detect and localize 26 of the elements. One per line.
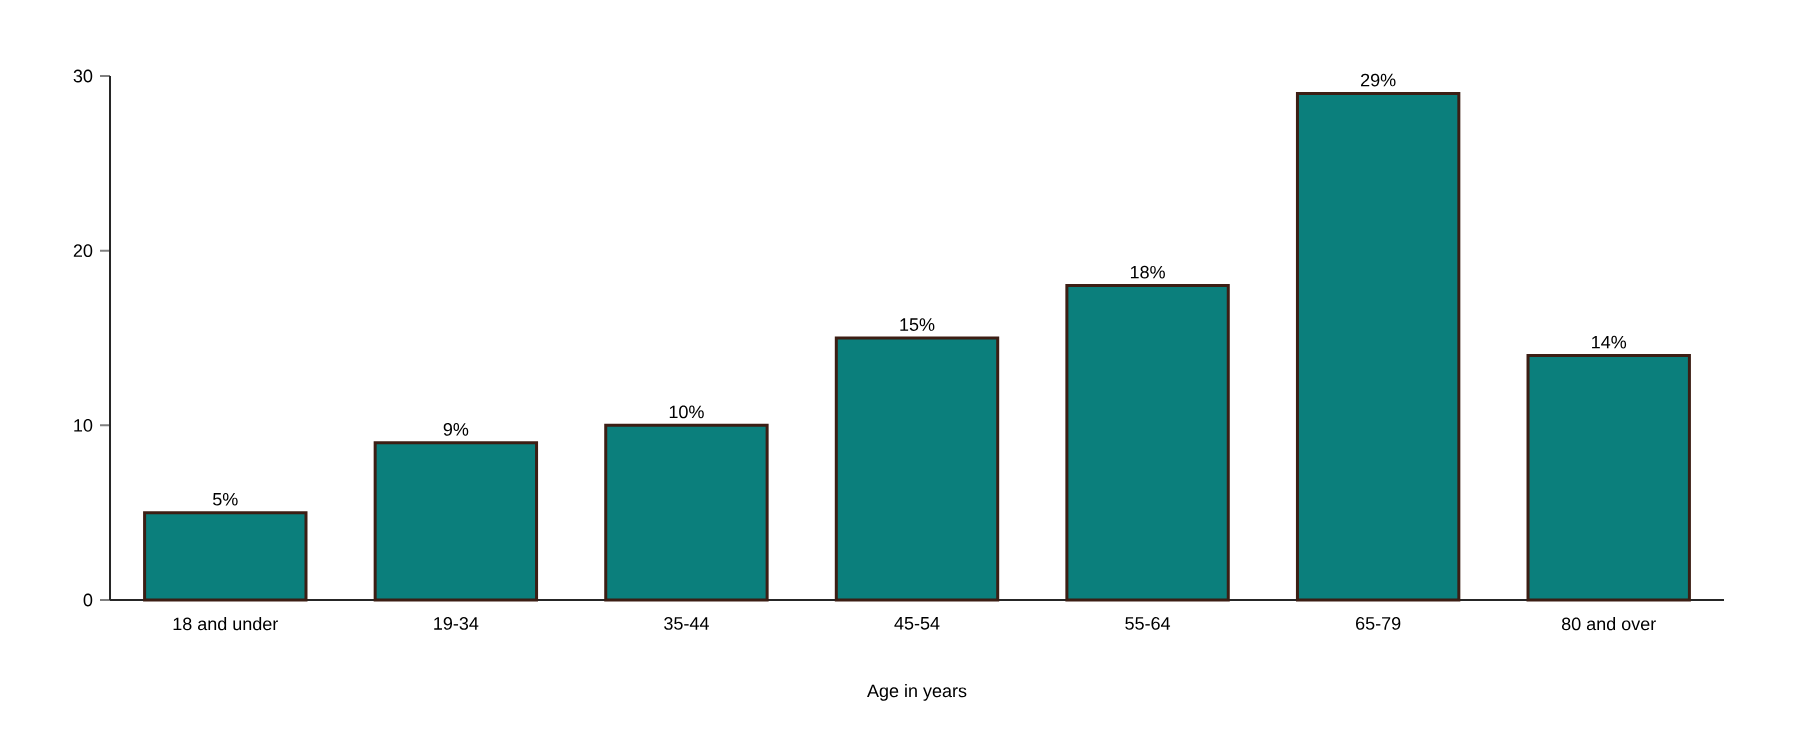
x-tick-label: 18 and under [173, 617, 279, 631]
bar [373, 441, 539, 602]
y-tick-label: 0 [83, 593, 93, 607]
x-tick-label: 65-79 [1356, 617, 1401, 630]
y-tick-label: 30 [73, 69, 93, 83]
bar [1526, 353, 1691, 602]
x-tick-label: 80 and over [1561, 617, 1656, 631]
x-tick-label: 55-64 [1125, 617, 1171, 630]
data-label: 18% [1130, 265, 1165, 279]
bar [834, 336, 1000, 602]
data-label: 15% [900, 318, 935, 331]
x-tick-label: 35-44 [664, 617, 709, 630]
data-label: 9% [443, 422, 469, 436]
data-label: 5% [213, 492, 238, 506]
bar [604, 423, 769, 602]
bar [1295, 91, 1461, 602]
y-tick-label: 20 [73, 244, 93, 258]
data-label: 29% [1361, 73, 1396, 87]
x-tick-label: 19-34 [434, 617, 479, 630]
data-label: 14% [1592, 335, 1627, 349]
x-axis-title: Age in years [867, 684, 967, 701]
x-tick-label: 45-54 [894, 617, 940, 630]
y-tick-label: 10 [74, 418, 93, 432]
data-label: 10% [669, 405, 704, 419]
bar [1065, 284, 1230, 602]
bar [143, 511, 308, 602]
